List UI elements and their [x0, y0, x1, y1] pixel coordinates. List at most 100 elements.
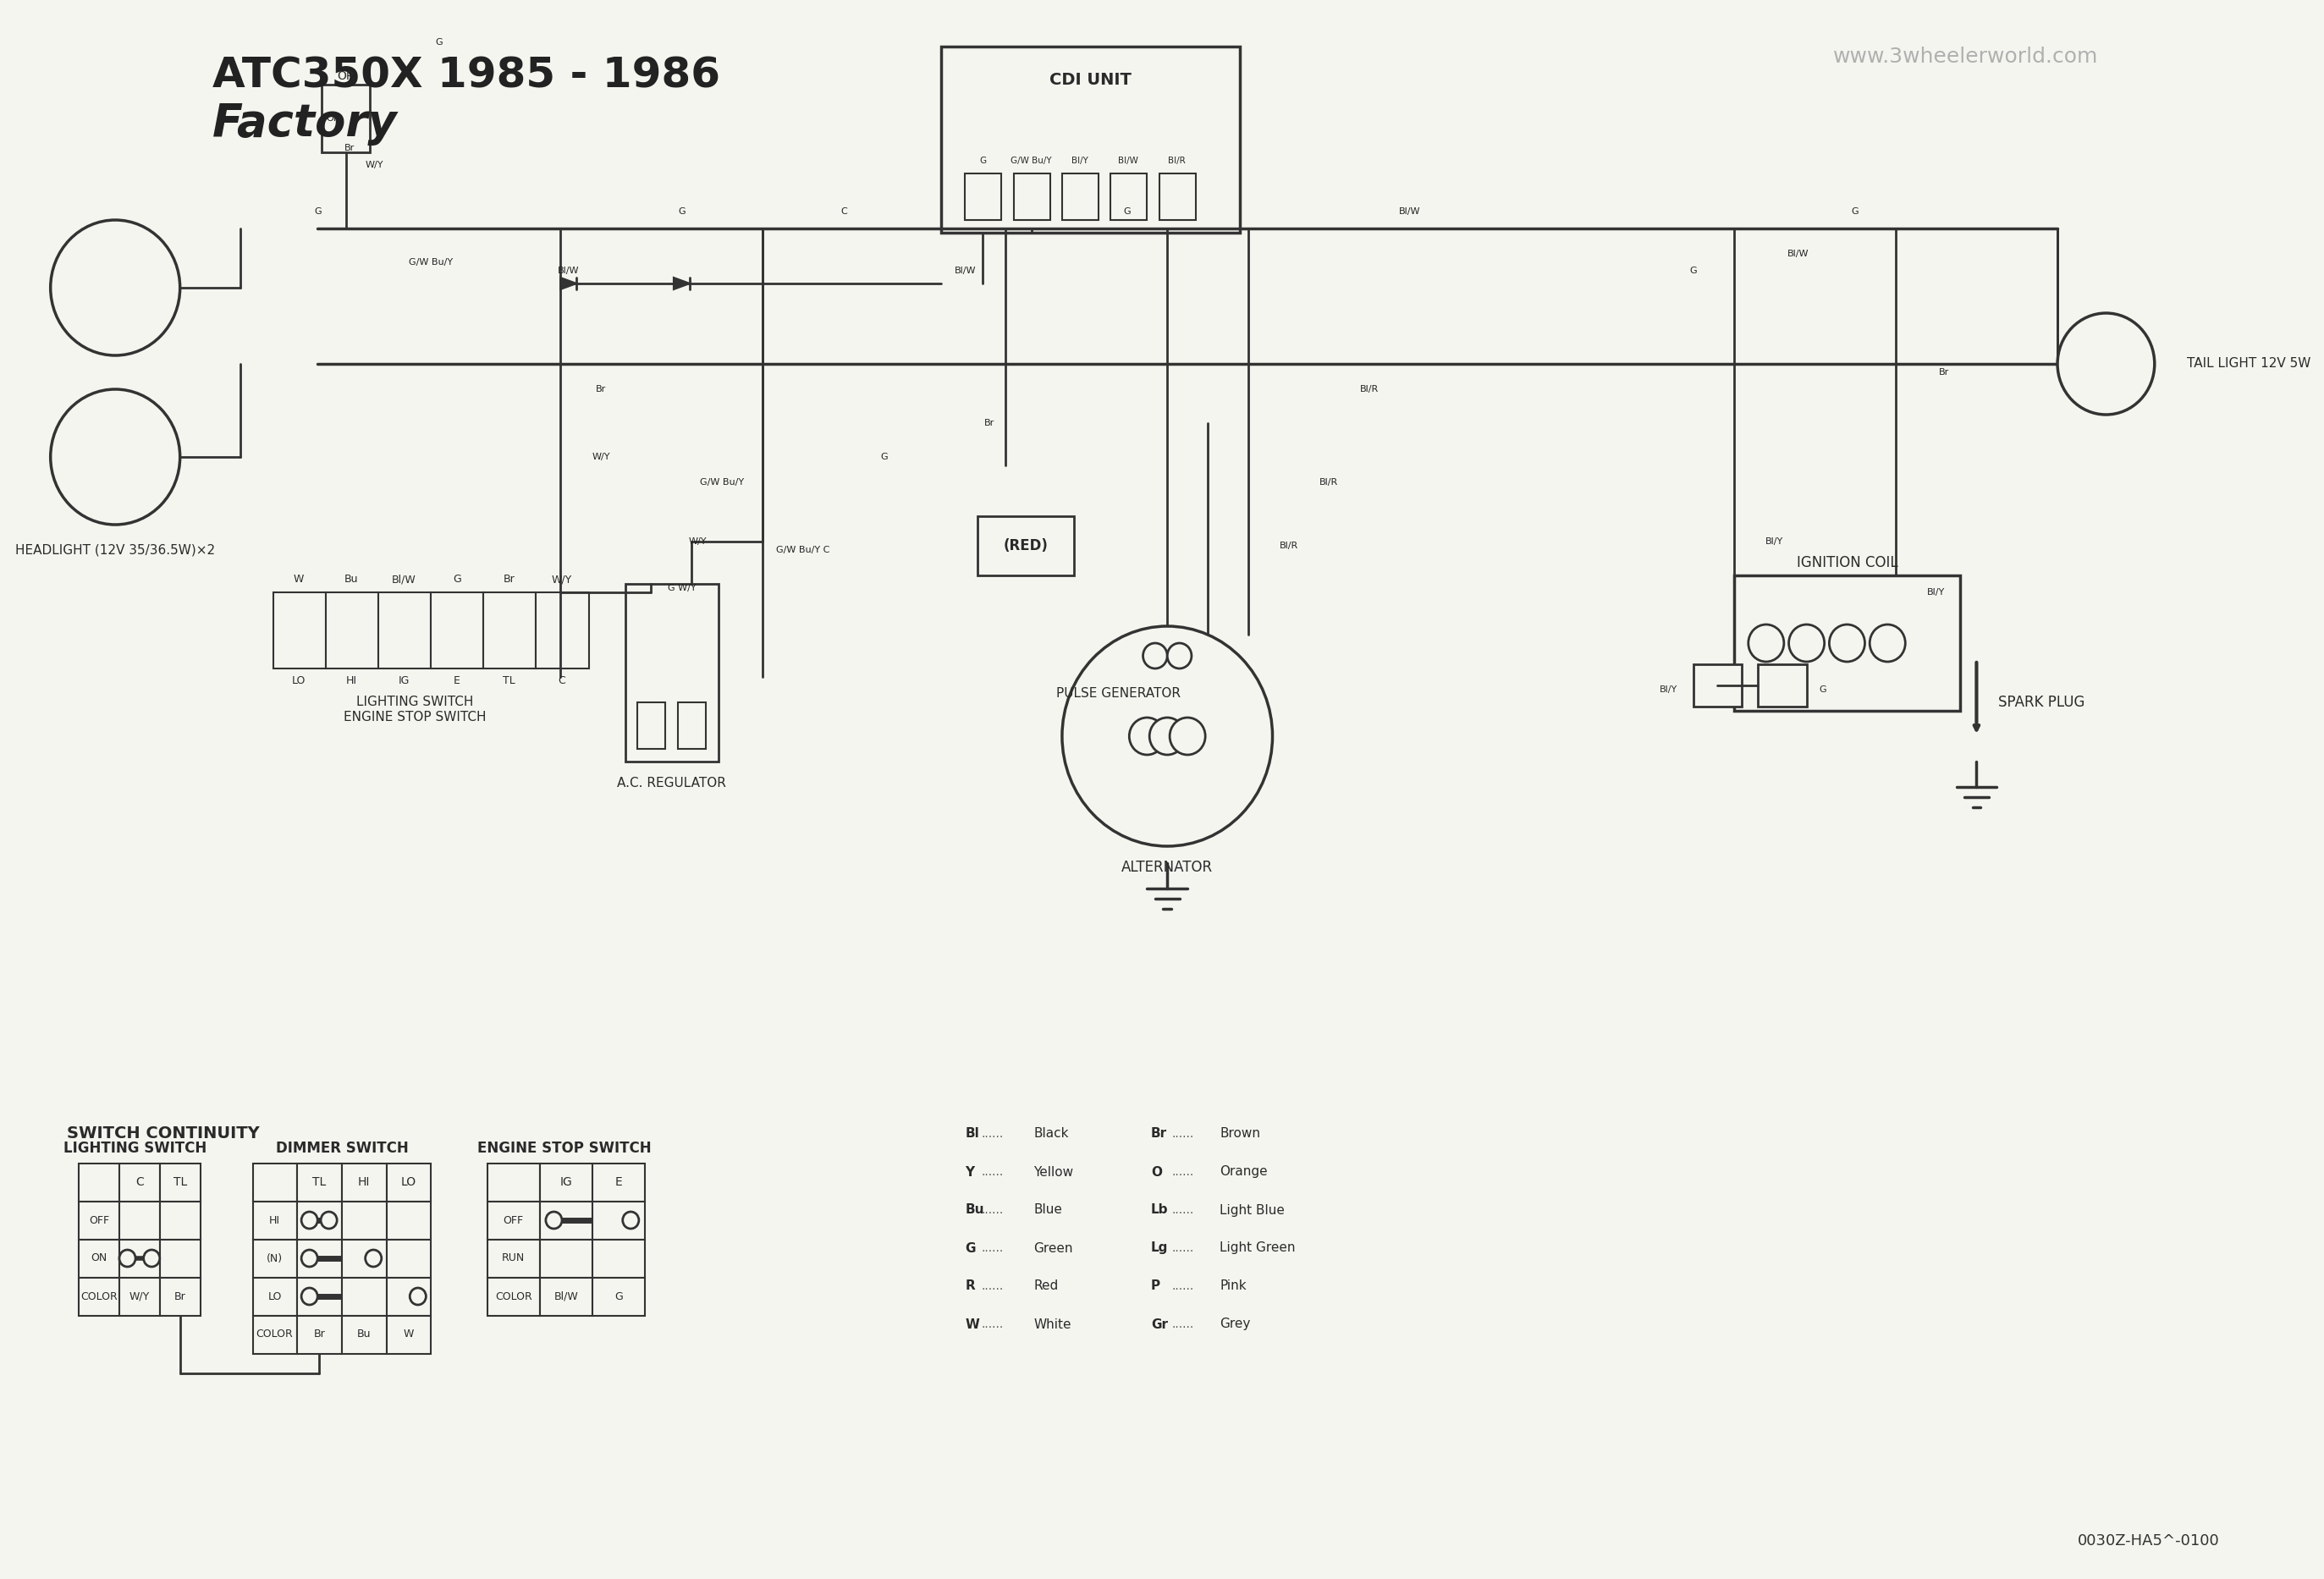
Text: (N): (N) — [267, 1252, 284, 1263]
Text: Bl/Y: Bl/Y — [1071, 156, 1088, 166]
Text: A.C. REGULATOR: A.C. REGULATOR — [616, 777, 725, 790]
Text: G: G — [978, 156, 985, 166]
Bar — [483, 592, 537, 668]
Text: G: G — [964, 1241, 976, 1254]
Text: www.3wheelerworld.com: www.3wheelerworld.com — [1834, 46, 2099, 66]
Text: Bl/W: Bl/W — [955, 267, 976, 275]
Bar — [386, 1164, 430, 1202]
Text: OFF: OFF — [88, 1214, 109, 1225]
Text: RUN: RUN — [502, 1252, 525, 1263]
Polygon shape — [674, 278, 690, 289]
Text: Br: Br — [344, 144, 356, 152]
Bar — [160, 1277, 200, 1315]
Text: Bu: Bu — [356, 1330, 370, 1341]
Text: Bl/Y: Bl/Y — [1766, 537, 1783, 546]
Text: G: G — [679, 207, 686, 216]
Bar — [325, 592, 379, 668]
Bar — [1111, 174, 1148, 219]
Text: Bl/W: Bl/W — [1399, 207, 1420, 216]
Bar — [79, 1202, 119, 1240]
Text: G: G — [453, 575, 460, 586]
Text: SWITCH CONTINUITY: SWITCH CONTINUITY — [67, 1126, 260, 1142]
Text: HI: HI — [346, 676, 358, 687]
Bar — [160, 1202, 200, 1240]
Text: Pink: Pink — [1220, 1281, 1246, 1293]
Text: ......: ...... — [981, 1127, 1004, 1140]
Text: ......: ...... — [1171, 1165, 1195, 1178]
Bar — [941, 46, 1241, 232]
Text: ......: ...... — [981, 1243, 1004, 1254]
Text: Grey: Grey — [1220, 1318, 1250, 1331]
Text: TL: TL — [172, 1176, 186, 1187]
Text: Br: Br — [595, 385, 607, 393]
Circle shape — [1143, 643, 1167, 668]
Text: G: G — [435, 38, 442, 46]
Bar — [539, 1202, 593, 1240]
Bar — [119, 1240, 160, 1277]
Bar — [1062, 174, 1099, 219]
Bar — [79, 1164, 119, 1202]
Text: Br: Br — [314, 1330, 325, 1341]
Text: (RED): (RED) — [1004, 538, 1048, 553]
Text: Blue: Blue — [1034, 1203, 1062, 1216]
Bar — [253, 1202, 297, 1240]
Bar — [625, 584, 718, 761]
Bar — [386, 1315, 430, 1353]
Text: O: O — [1150, 1165, 1162, 1178]
Text: White: White — [1034, 1318, 1071, 1331]
Text: CDI UNIT: CDI UNIT — [1050, 73, 1132, 88]
Text: G: G — [881, 453, 888, 461]
Text: Bu: Bu — [964, 1203, 983, 1216]
Text: Bl/R: Bl/R — [1169, 156, 1185, 166]
Text: Bl: Bl — [964, 1127, 978, 1140]
Text: Br: Br — [1150, 1127, 1167, 1140]
Bar — [1757, 665, 1806, 706]
Circle shape — [409, 1288, 425, 1304]
Bar — [488, 1202, 539, 1240]
Text: Y: Y — [964, 1165, 974, 1178]
Text: G: G — [1820, 685, 1827, 693]
Text: W/Y: W/Y — [365, 161, 383, 169]
Text: P: P — [1150, 1281, 1160, 1293]
Text: Bl/W: Bl/W — [1118, 156, 1139, 166]
Text: Lg: Lg — [1150, 1241, 1169, 1254]
Bar — [679, 703, 706, 748]
Circle shape — [1829, 624, 1864, 662]
Text: LIGHTING SWITCH: LIGHTING SWITCH — [356, 696, 474, 709]
Text: 0030Z-HA5^-0100: 0030Z-HA5^-0100 — [2078, 1533, 2219, 1549]
Bar — [593, 1277, 646, 1315]
Text: HEADLIGHT (12V 35/36.5W)×2: HEADLIGHT (12V 35/36.5W)×2 — [16, 543, 216, 556]
Text: HI: HI — [358, 1176, 370, 1187]
Text: G/W Bu/Y C: G/W Bu/Y C — [776, 546, 830, 554]
Text: W/Y: W/Y — [593, 453, 609, 461]
Text: Light Blue: Light Blue — [1220, 1203, 1285, 1216]
Text: LO: LO — [293, 676, 307, 687]
Text: COLOR: COLOR — [256, 1330, 293, 1341]
Text: TL: TL — [502, 676, 516, 687]
Bar — [593, 1240, 646, 1277]
Bar — [297, 1277, 342, 1315]
Circle shape — [546, 1211, 562, 1228]
Text: OP.: OP. — [337, 69, 356, 82]
Text: IG: IG — [560, 1176, 572, 1187]
Bar — [297, 1240, 342, 1277]
Text: COLOR: COLOR — [81, 1292, 119, 1301]
Circle shape — [365, 1251, 381, 1266]
Text: HI: HI — [270, 1214, 281, 1225]
Circle shape — [302, 1211, 318, 1228]
Bar — [79, 1277, 119, 1315]
Bar — [386, 1277, 430, 1315]
Bar — [537, 592, 588, 668]
Text: Bl/W: Bl/W — [553, 1292, 579, 1301]
Circle shape — [1129, 717, 1164, 755]
Text: ......: ...... — [1171, 1281, 1195, 1292]
Text: ......: ...... — [981, 1281, 1004, 1292]
Text: TL: TL — [311, 1176, 325, 1187]
Bar — [539, 1277, 593, 1315]
Text: ......: ...... — [1171, 1318, 1195, 1330]
Bar — [297, 1164, 342, 1202]
Bar — [160, 1164, 200, 1202]
Bar — [593, 1202, 646, 1240]
Bar — [1734, 575, 1961, 711]
Bar — [119, 1164, 160, 1202]
